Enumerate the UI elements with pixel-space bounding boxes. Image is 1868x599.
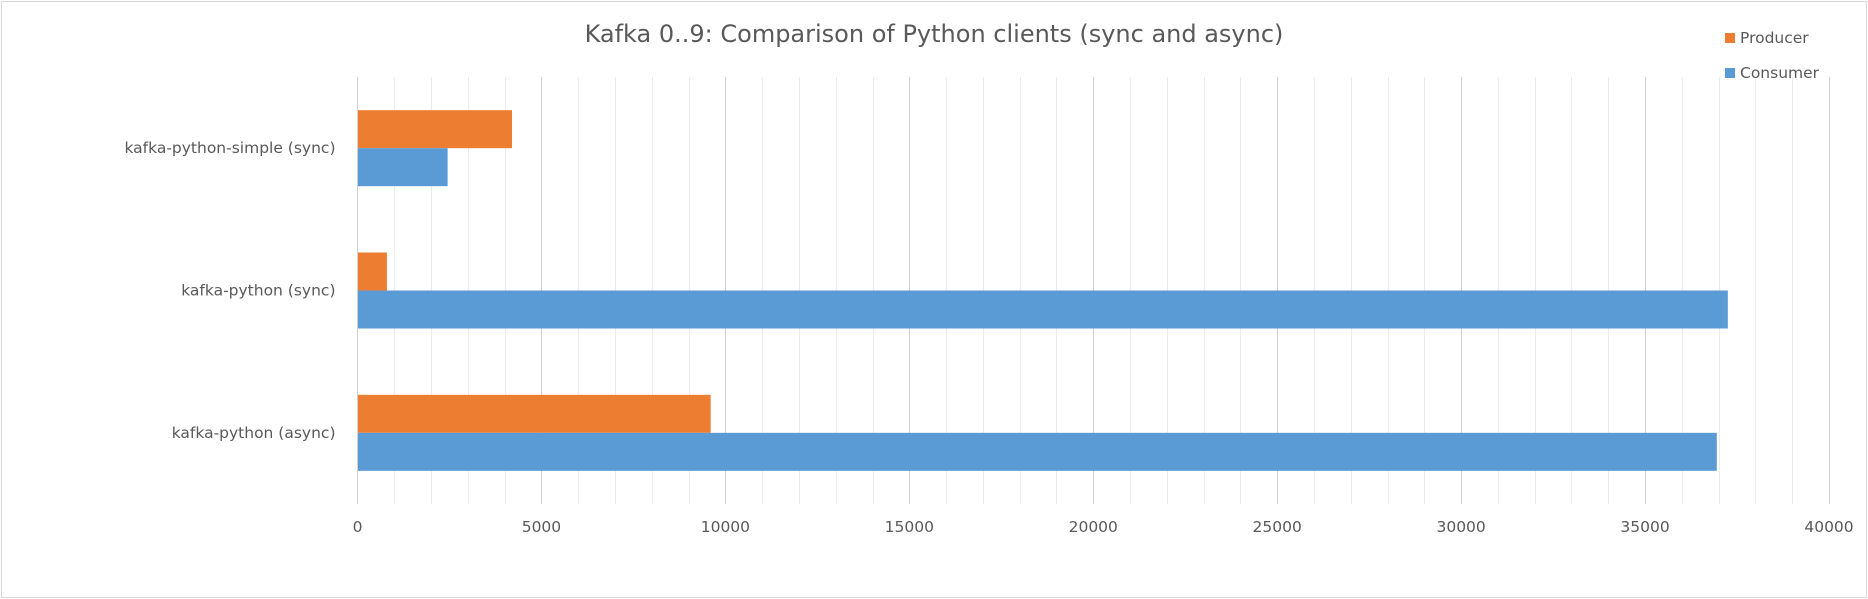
legend-label-consumer: Consumer (1740, 64, 1820, 82)
x-tick-label: 20000 (1069, 518, 1118, 536)
x-tick-label: 0 (353, 518, 363, 536)
x-tick-label: 15000 (885, 518, 934, 536)
legend-swatch-consumer (1725, 68, 1735, 78)
legend: Producer Consumer (1725, 29, 1820, 82)
category-label: kafka-python-simple (sync) (124, 139, 335, 157)
x-tick-labels: 0 5000 10000 15000 20000 25000 30000 35000 40000 (353, 518, 1854, 536)
x-tick-label: 10000 (701, 518, 750, 536)
category-label: kafka-python (sync) (181, 282, 335, 300)
category-label: kafka-python (async) (172, 424, 336, 442)
x-tick-label: 30000 (1436, 518, 1485, 536)
legend-label-producer: Producer (1740, 29, 1809, 47)
bar-consumer-0 (357, 148, 448, 187)
bar-consumer-2 (357, 432, 1717, 471)
x-tick-label: 35000 (1620, 518, 1669, 536)
x-tick-label: 5000 (522, 518, 561, 536)
x-tick-label: 25000 (1253, 518, 1302, 536)
bar-producer-1 (357, 252, 387, 291)
category-labels: kafka-python-simple (sync) kafka-python (… (124, 139, 335, 442)
bar-producer-2 (357, 394, 711, 433)
chart-title: Kafka 0..9: Comparison of Python clients… (585, 20, 1284, 48)
bar-consumer-1 (357, 290, 1728, 329)
legend-swatch-producer (1725, 33, 1735, 43)
x-tick-label: 40000 (1804, 518, 1853, 536)
bar-producer-0 (357, 110, 513, 149)
bars (357, 110, 1728, 471)
